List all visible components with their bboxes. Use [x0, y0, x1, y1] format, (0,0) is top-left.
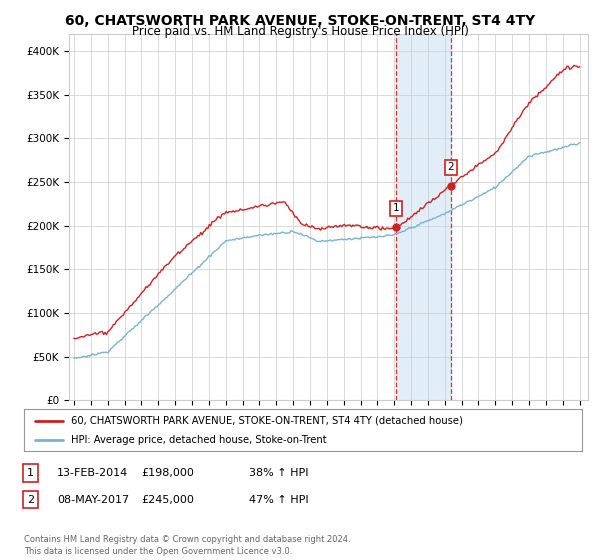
- Text: 1: 1: [392, 203, 399, 213]
- Text: £198,000: £198,000: [141, 468, 194, 478]
- Text: 60, CHATSWORTH PARK AVENUE, STOKE-ON-TRENT, ST4 4TY: 60, CHATSWORTH PARK AVENUE, STOKE-ON-TRE…: [65, 14, 535, 28]
- Text: HPI: Average price, detached house, Stoke-on-Trent: HPI: Average price, detached house, Stok…: [71, 435, 327, 445]
- Text: 38% ↑ HPI: 38% ↑ HPI: [249, 468, 308, 478]
- Text: Price paid vs. HM Land Registry's House Price Index (HPI): Price paid vs. HM Land Registry's House …: [131, 25, 469, 38]
- Text: 47% ↑ HPI: 47% ↑ HPI: [249, 494, 308, 505]
- Text: 2: 2: [27, 494, 34, 505]
- Text: 60, CHATSWORTH PARK AVENUE, STOKE-ON-TRENT, ST4 4TY (detached house): 60, CHATSWORTH PARK AVENUE, STOKE-ON-TRE…: [71, 416, 463, 426]
- Text: 1: 1: [27, 468, 34, 478]
- Text: 2: 2: [448, 162, 454, 172]
- Text: Contains HM Land Registry data © Crown copyright and database right 2024.
This d: Contains HM Land Registry data © Crown c…: [24, 535, 350, 556]
- Text: 13-FEB-2014: 13-FEB-2014: [57, 468, 128, 478]
- Text: £245,000: £245,000: [141, 494, 194, 505]
- Bar: [396, 34, 451, 400]
- Text: 08-MAY-2017: 08-MAY-2017: [57, 494, 129, 505]
